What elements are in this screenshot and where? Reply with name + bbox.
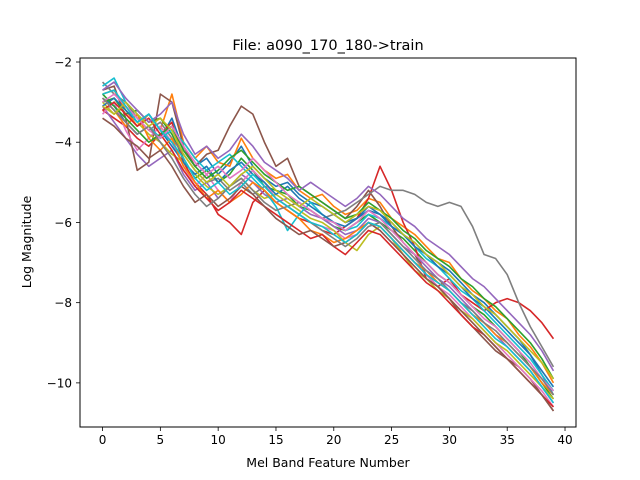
series-line <box>101 93 555 380</box>
x-tick-label: 30 <box>442 433 457 447</box>
series-line <box>102 101 555 380</box>
series-line <box>101 97 555 396</box>
y-tick-label: −10 <box>47 376 72 390</box>
series-line <box>102 117 555 412</box>
series-line <box>102 89 555 404</box>
series-line <box>102 81 555 372</box>
plot-frame <box>79 57 577 428</box>
y-axis-label: Log Magnitude <box>19 195 34 288</box>
series-line <box>101 97 555 396</box>
series-line <box>102 101 555 408</box>
y-axis: −2 −4 −6 −8 −10 <box>47 56 80 390</box>
series-line <box>102 93 555 392</box>
x-tick-label: 40 <box>557 433 572 447</box>
x-tick-label: 20 <box>326 433 341 447</box>
chart-title: File: a090_170_180->train <box>232 38 423 54</box>
x-tick-label: 10 <box>211 433 226 447</box>
y-tick-label: −8 <box>54 296 72 310</box>
series-layer <box>101 77 555 412</box>
x-tick-label: 15 <box>268 433 283 447</box>
x-tick-label: 0 <box>99 433 107 447</box>
x-tick-label: 5 <box>157 433 165 447</box>
x-tick-label: 35 <box>500 433 515 447</box>
y-tick-label: −2 <box>54 56 72 70</box>
series-line <box>101 101 555 400</box>
x-axis: 0 5 10 15 20 25 30 35 40 <box>99 427 573 447</box>
y-tick-label: −6 <box>54 216 72 230</box>
x-axis-label: Mel Band Feature Number <box>246 455 410 470</box>
series-line <box>101 81 555 368</box>
x-tick-label: 25 <box>384 433 399 447</box>
y-tick-label: −4 <box>54 136 72 150</box>
